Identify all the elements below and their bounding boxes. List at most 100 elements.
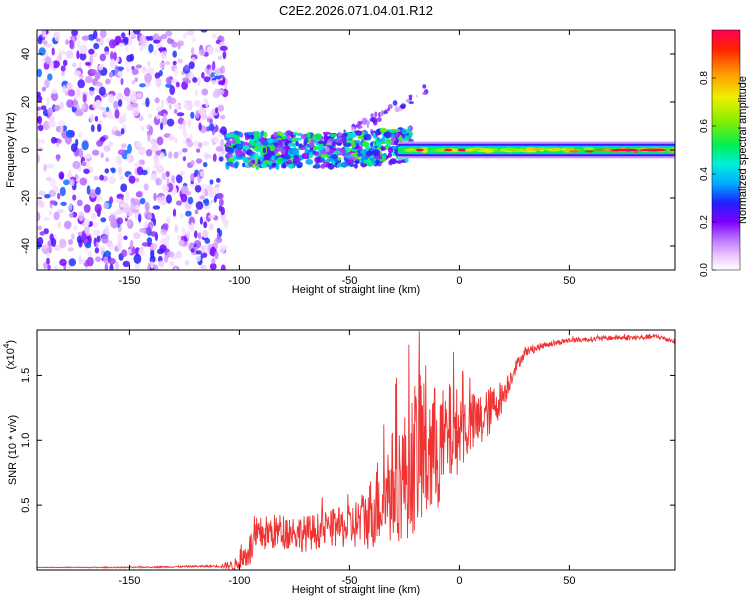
signal-blob bbox=[341, 161, 348, 168]
signal-blob bbox=[293, 154, 299, 159]
noise-blob bbox=[88, 48, 95, 55]
noise-blob bbox=[65, 50, 74, 59]
tone-blob bbox=[480, 148, 485, 151]
signal-blob bbox=[300, 134, 306, 140]
signal-blob bbox=[341, 149, 347, 155]
noise-blob bbox=[135, 191, 143, 198]
noise-blob bbox=[125, 46, 129, 52]
snr-x-label: Height of straight line (km) bbox=[292, 584, 420, 596]
signal-blob bbox=[306, 132, 311, 139]
noise-blob bbox=[134, 162, 142, 168]
noise-blob bbox=[49, 177, 56, 188]
signal-blob bbox=[393, 140, 400, 146]
colorbar-ticks: 0.0 0.2 0.4 0.6 0.8 bbox=[699, 71, 716, 277]
signal-blob bbox=[320, 154, 326, 158]
noise-blob bbox=[219, 45, 228, 52]
noise-blob bbox=[37, 236, 44, 246]
noise-blob bbox=[219, 198, 224, 207]
noise-blob bbox=[136, 141, 142, 149]
noise-blob bbox=[53, 104, 61, 112]
noise-blob bbox=[140, 169, 148, 176]
noise-blob bbox=[123, 95, 129, 101]
noise-blob bbox=[161, 172, 167, 181]
noise-blob bbox=[156, 115, 160, 120]
signal-blob bbox=[280, 147, 286, 155]
branch-blob bbox=[351, 126, 356, 133]
noise-blob bbox=[215, 67, 221, 77]
signal-blob bbox=[377, 129, 381, 136]
signal-blob bbox=[383, 131, 392, 139]
signal-blob bbox=[227, 148, 235, 154]
snr-marks bbox=[37, 331, 675, 570]
tone-blob bbox=[509, 147, 520, 151]
noise-blob bbox=[154, 97, 161, 104]
spectrogram-panel: -150 -100 -50 0 50 -40 -20 0 20 40 Height of stra… bbox=[5, 29, 676, 296]
x-tick-label: -150 bbox=[118, 275, 140, 287]
noise-blob bbox=[65, 39, 69, 45]
noise-blob bbox=[96, 139, 104, 147]
noise-blob bbox=[184, 100, 192, 105]
noise-blob bbox=[40, 105, 47, 111]
noise-blob bbox=[130, 197, 136, 204]
noise-blob bbox=[41, 86, 47, 92]
noise-blob bbox=[202, 141, 210, 146]
x-tick-label: -100 bbox=[228, 275, 250, 287]
noise-blob bbox=[101, 234, 109, 244]
signal-blob bbox=[235, 143, 244, 150]
signal-blob bbox=[360, 149, 367, 156]
noise-blob bbox=[143, 183, 149, 191]
noise-blob bbox=[176, 112, 185, 117]
signal-blob bbox=[284, 140, 289, 147]
noise-blob bbox=[139, 83, 146, 88]
noise-blob bbox=[139, 44, 144, 52]
noise-blob bbox=[185, 210, 192, 217]
noise-blob bbox=[123, 87, 131, 97]
noise-blob bbox=[37, 138, 42, 144]
tone-blob bbox=[531, 148, 542, 151]
noise-blob bbox=[131, 68, 139, 76]
noise-blob bbox=[82, 161, 87, 167]
noise-blob bbox=[223, 221, 229, 229]
noise-blob bbox=[199, 195, 206, 200]
noise-blob bbox=[37, 111, 40, 118]
noise-blob bbox=[219, 245, 226, 254]
noise-blob bbox=[116, 217, 123, 225]
noise-blob bbox=[144, 72, 153, 83]
signal-blob bbox=[287, 159, 292, 165]
x-tick-label: 50 bbox=[563, 275, 575, 287]
noise-blob bbox=[138, 115, 144, 122]
noise-blob bbox=[186, 141, 194, 148]
noise-blob bbox=[105, 106, 110, 112]
signal-blob bbox=[366, 150, 374, 156]
noise-blob bbox=[194, 89, 199, 97]
noise-blob bbox=[84, 226, 90, 235]
noise-blob bbox=[131, 102, 139, 108]
signal-blob bbox=[388, 147, 394, 154]
signal-blob bbox=[275, 163, 280, 170]
noise-blob bbox=[49, 115, 55, 122]
noise-blob bbox=[126, 66, 130, 73]
snr-line bbox=[37, 331, 675, 570]
signal-blob bbox=[316, 146, 322, 150]
noise-blob bbox=[84, 154, 92, 159]
noise-blob bbox=[126, 104, 133, 111]
noise-blob bbox=[198, 122, 202, 131]
branch-blob bbox=[374, 111, 378, 118]
noise-blob bbox=[129, 239, 134, 250]
branch-blob bbox=[381, 109, 384, 116]
noise-blob bbox=[110, 51, 114, 60]
noise-blob bbox=[183, 103, 189, 110]
noise-blob bbox=[181, 227, 186, 237]
noise-blob bbox=[171, 41, 178, 48]
noise-blob bbox=[216, 192, 224, 200]
colorbar-tick-label: 0.2 bbox=[699, 215, 710, 229]
noise-blob bbox=[72, 194, 77, 201]
noise-blob bbox=[149, 255, 156, 263]
noise-blob bbox=[120, 183, 128, 192]
noise-blob bbox=[68, 202, 73, 211]
noise-blob bbox=[206, 64, 211, 70]
signal-blob bbox=[283, 132, 287, 136]
noise-blob bbox=[68, 89, 75, 97]
noise-blob bbox=[222, 51, 227, 60]
noise-blob bbox=[173, 266, 178, 270]
